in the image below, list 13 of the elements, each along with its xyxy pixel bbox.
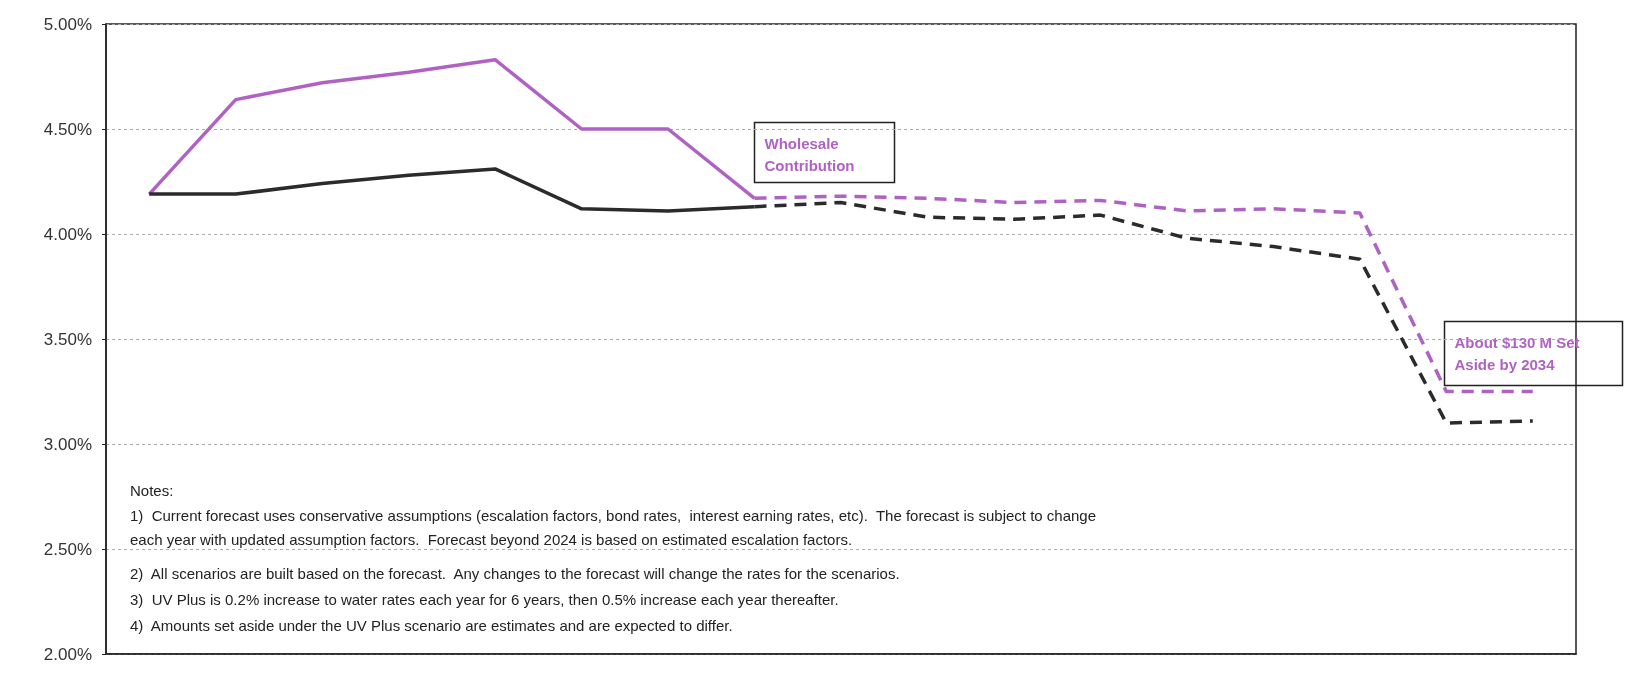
y-tick-label: 4.50% bbox=[43, 119, 92, 139]
annotation: 4) Amounts set aside under the UV Plus scenario are estimates and are expected to differ. bbox=[130, 616, 733, 634]
annotation: 3) UV Plus is 0.2% increase to water rates each year for 6 years, then 0.5% increase each year thereafter. bbox=[130, 590, 839, 608]
y-tick-label: 4.00% bbox=[43, 224, 92, 244]
annotation: Wholesale Contribution bbox=[764, 135, 855, 174]
y-tick-label: 2.50% bbox=[43, 539, 92, 559]
annotation: 2) All scenarios are built based on the forecast. Any changes to the forecast will change the rates for the scenarios. bbox=[130, 564, 900, 582]
y-tick-label: 2.00% bbox=[43, 644, 92, 664]
annotation: 1) Current forecast uses conservative assumptions (escalation factors, bond rates, interest earning rates, etc). The forecast is subject to change each year with updated assumption factors. Forecast beyond 2024 is based on estimated escalation factors. bbox=[130, 506, 1101, 548]
y-tick-label: 5.00% bbox=[43, 14, 92, 34]
y-tick-label: 3.00% bbox=[43, 434, 92, 454]
y-tick-label: 3.50% bbox=[43, 329, 92, 349]
annotation: Notes: bbox=[130, 481, 174, 499]
